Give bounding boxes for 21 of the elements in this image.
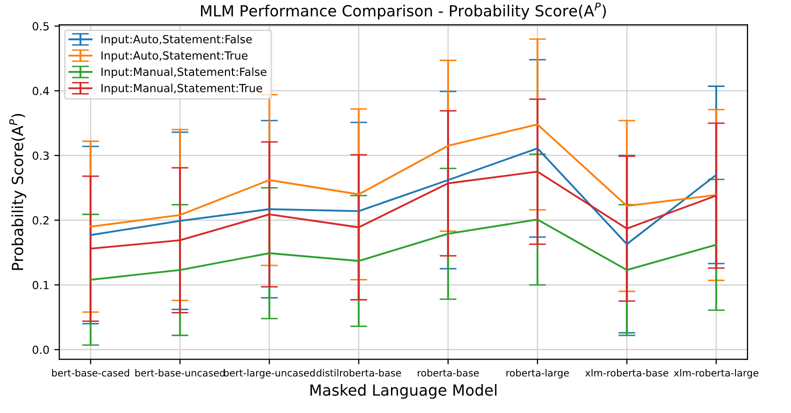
legend-label: Input:Auto,Statement:True bbox=[102, 51, 248, 62]
y-axis-title: Probability Score(A$^{P}$) bbox=[9, 114, 26, 270]
y-tick-label: 0.3 bbox=[32, 151, 49, 160]
x-tick-label: distilroberta-base bbox=[316, 369, 401, 377]
x-tick-label: bert-base-uncased bbox=[135, 369, 225, 377]
legend-label: Input:Manual,Statement:False bbox=[102, 67, 266, 78]
chart-title: MLM Performance Comparison - Probability Score(A$^{P}$) bbox=[201, 2, 606, 20]
y-tick-label: 0.5 bbox=[32, 22, 49, 30]
x-tick-label: roberta-large bbox=[506, 369, 569, 378]
legend-label: Input:Manual,Statement:True bbox=[102, 84, 262, 94]
x-tick-label: bert-large-uncased bbox=[224, 369, 315, 378]
x-axis-title: Masked Language Model bbox=[310, 384, 496, 399]
legend-label: Input:Auto,Statement:False bbox=[102, 34, 252, 46]
x-tick-label: xlm-roberta-base bbox=[585, 369, 668, 377]
y-tick-label: 0.2 bbox=[32, 216, 48, 225]
x-tick-label: roberta-base bbox=[418, 369, 479, 377]
y-tick-label: 0.4 bbox=[32, 86, 49, 96]
x-tick-label: bert-base-cased bbox=[52, 369, 130, 377]
y-tick-label: 0.0 bbox=[32, 346, 49, 354]
x-tick-label: xlm-roberta-large bbox=[674, 369, 758, 378]
y-tick-label: 0.1 bbox=[32, 280, 49, 290]
